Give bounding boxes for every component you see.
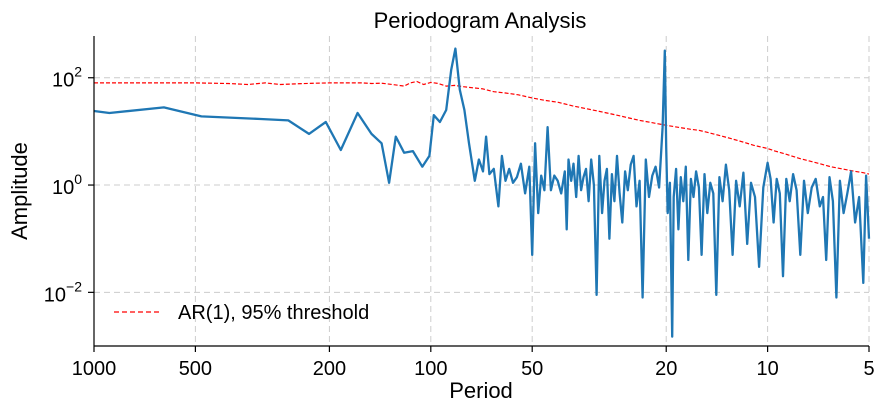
- x-tick-label: 20: [655, 358, 677, 380]
- x-tick-label: 200: [313, 358, 346, 380]
- x-axis-label: Period: [449, 378, 513, 403]
- y-axis-label: Amplitude: [7, 142, 32, 240]
- x-tick-label: 100: [414, 358, 447, 380]
- chart-title: Periodogram Analysis: [374, 8, 587, 33]
- series-line-periodogram: [93, 47, 871, 338]
- x-tick-label: 500: [179, 358, 212, 380]
- y-tick-label: 102: [52, 64, 82, 92]
- x-tick-label: 50: [521, 358, 543, 380]
- y-ticks: 10−2 100 102: [44, 64, 94, 306]
- x-tick-label: 1000: [72, 358, 117, 380]
- series-layer: [93, 47, 871, 338]
- grid-layer: [93, 36, 870, 346]
- x-tick-label: 5: [863, 358, 874, 380]
- x-tick-label: 10: [756, 358, 778, 380]
- y-tick-label: 100: [52, 171, 82, 199]
- x-ticks: 1000 500 200 100 50 20 10 5: [72, 346, 875, 380]
- y-tick-label: 10−2: [44, 278, 82, 306]
- series-line-ar1-threshold: [94, 80, 870, 175]
- legend-label-ar1: AR(1), 95% threshold: [178, 302, 369, 324]
- legend: AR(1), 95% threshold: [114, 302, 369, 324]
